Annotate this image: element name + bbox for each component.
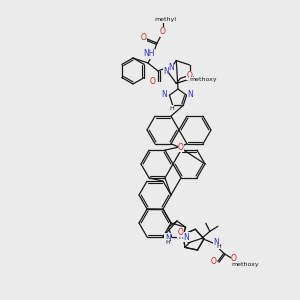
Text: O: O [178,228,184,237]
Text: N: N [165,234,171,243]
Text: H: H [178,235,183,240]
Text: O: O [178,142,184,152]
Text: O: O [150,76,156,85]
Text: N: N [168,62,174,71]
Text: O: O [141,34,147,43]
Text: methyl: methyl [154,17,176,22]
Text: N: N [163,67,169,76]
Text: N: N [178,229,183,238]
Text: methoxy: methoxy [190,77,217,82]
Text: NH: NH [143,50,155,58]
Text: O: O [186,71,192,80]
Text: O: O [231,254,237,263]
Text: H: H [169,106,174,111]
Text: O: O [160,28,166,37]
Text: H: H [217,244,221,249]
Text: H: H [165,240,170,245]
Text: N: N [183,233,189,242]
Text: N: N [188,90,194,99]
Text: N: N [162,90,167,99]
Text: methoxy: methoxy [231,262,259,267]
Text: N: N [213,238,219,247]
Text: O: O [211,257,217,266]
